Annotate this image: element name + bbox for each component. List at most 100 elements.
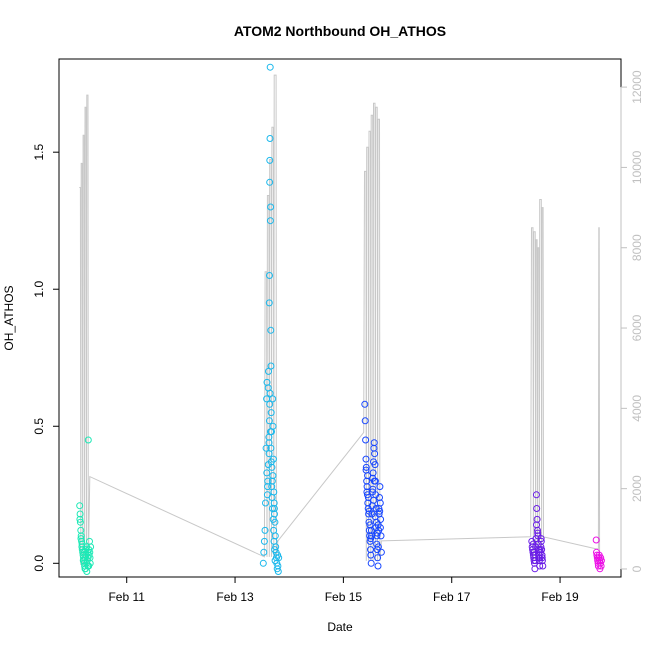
data-point (266, 272, 273, 279)
data-point (267, 326, 275, 334)
data-point (361, 417, 369, 425)
data-point (367, 535, 375, 543)
data-point (376, 524, 384, 532)
data-point (79, 557, 87, 565)
data-point (76, 502, 84, 510)
data-point (259, 559, 267, 567)
x-tick-label: Feb 15 (325, 590, 363, 604)
data-point (536, 546, 544, 554)
altitude-line (79, 74, 601, 566)
data-point (267, 409, 275, 417)
data-point (370, 439, 378, 447)
data-point (266, 389, 274, 397)
data-point (86, 554, 94, 562)
data-point (373, 540, 381, 548)
y-tick-label: 1.5 (32, 144, 46, 161)
data-point (597, 554, 605, 562)
data-point (533, 505, 541, 512)
data-point (84, 436, 92, 444)
data-point (261, 526, 269, 534)
y2-tick-label: 10000 (630, 150, 644, 184)
data-point (370, 496, 378, 504)
data-point (369, 469, 377, 477)
data-point (76, 510, 84, 518)
y2-tick-label: 2000 (630, 475, 644, 502)
chart-title: ATOM2 Northbound OH_ATHOS (234, 23, 446, 39)
data-point (266, 135, 274, 142)
data-point (376, 507, 384, 515)
data-point (361, 400, 369, 408)
data-point (270, 505, 278, 512)
data-point (369, 485, 377, 493)
data-points-layer (76, 63, 605, 575)
data-point (260, 537, 268, 545)
data-point (84, 562, 92, 570)
data-point (262, 499, 269, 507)
x-tick-label: Feb 13 (216, 590, 254, 604)
data-point (538, 554, 546, 562)
data-point (367, 559, 375, 567)
data-point (267, 428, 274, 436)
data-point (263, 469, 271, 477)
data-point (362, 455, 370, 463)
data-point (536, 562, 544, 570)
data-point (365, 507, 373, 515)
data-point (376, 483, 384, 491)
data-point (269, 515, 277, 523)
data-point (371, 450, 379, 458)
data-point (262, 444, 270, 452)
series-3 (361, 400, 385, 570)
data-point (260, 548, 268, 556)
data-point (270, 537, 278, 545)
data-point (374, 562, 382, 570)
data-point (269, 472, 277, 480)
data-point (364, 472, 372, 480)
data-point (592, 536, 600, 544)
data-point (268, 483, 276, 491)
x-tick-label: Feb 17 (433, 590, 471, 604)
data-point (373, 529, 381, 537)
y2-tick-label: 0 (630, 565, 644, 572)
data-point (266, 178, 274, 186)
y-axis-label: OH_ATHOS (2, 285, 16, 350)
data-point (267, 362, 275, 370)
data-point (597, 557, 605, 565)
series-1 (76, 436, 95, 575)
data-point (267, 458, 275, 466)
data-point (270, 526, 278, 534)
data-point (266, 217, 274, 225)
y2-tick-label: 4000 (630, 395, 644, 422)
data-point (267, 203, 275, 211)
data-point (264, 483, 272, 491)
data-point (268, 494, 276, 501)
data-point (76, 515, 84, 523)
data-point (377, 548, 385, 556)
y-axis-right: 0 2000 4000 6000 8000 10000 12000 (620, 70, 644, 572)
data-point (271, 546, 279, 554)
data-point (530, 548, 538, 556)
data-point (532, 491, 540, 499)
data-point (362, 463, 370, 471)
series-4 (528, 491, 547, 573)
data-point (269, 395, 277, 403)
y-axis-left: 0.0 0.5 1.0 1.5 (32, 144, 60, 572)
data-point (362, 436, 370, 444)
y2-tick-label: 6000 (630, 314, 644, 341)
y-tick-label: 1.0 (32, 281, 46, 298)
data-point (529, 540, 537, 548)
data-point (374, 554, 382, 562)
data-point (535, 554, 543, 562)
data-point (371, 513, 379, 521)
data-point (533, 521, 540, 529)
data-point (266, 63, 274, 71)
data-point (370, 477, 378, 485)
data-point (76, 518, 84, 526)
x-axis: Feb 11 Feb 13 Feb 15 Feb 17 Feb 19 (108, 576, 579, 604)
x-axis-label: Date (327, 620, 353, 634)
y-tick-label: 0.0 (32, 555, 46, 572)
data-point (363, 483, 371, 491)
data-point (537, 535, 545, 543)
series-5 (592, 536, 605, 573)
